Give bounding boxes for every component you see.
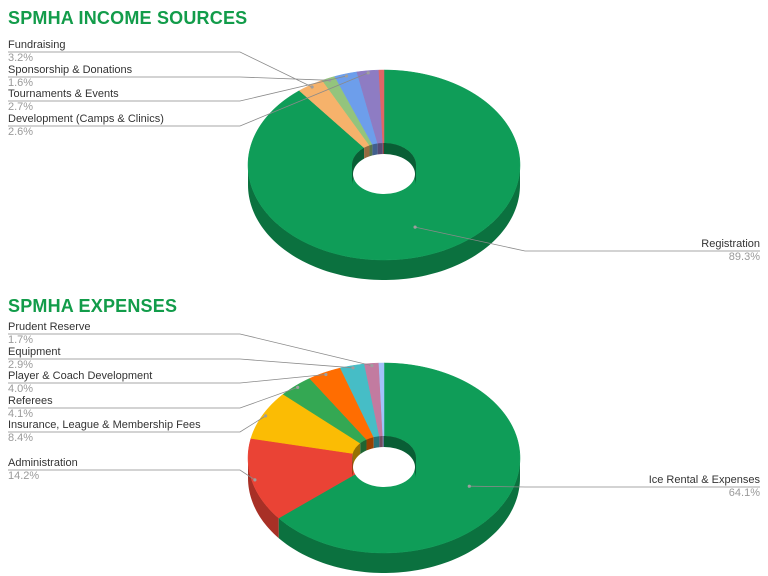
- income-leader-tournaments-events: [8, 75, 347, 102]
- income-anchor-development-camps-clinics: [366, 71, 370, 75]
- expenses-anchor-prudent-reserve: [370, 364, 374, 368]
- income-anchor-fundraising: [310, 85, 314, 89]
- income-value-sponsorship-donations: 1.6%: [8, 77, 33, 89]
- income-label-development-camps-clinics: Development (Camps & Clinics): [8, 113, 164, 125]
- expenses-leader-referees: [8, 387, 298, 409]
- expenses-wall-administration: [248, 458, 279, 539]
- income-leader-fundraising: [8, 51, 313, 88]
- income-label-registration: Registration: [701, 238, 760, 250]
- expenses-anchor-equipment: [351, 366, 355, 370]
- income-value-registration: 89.3%: [729, 251, 760, 263]
- expenses-value-referees: 4.1%: [8, 408, 33, 420]
- expenses-anchor-administration: [253, 478, 257, 482]
- income-value-fundraising: 3.2%: [8, 52, 33, 64]
- expenses-label-equipment: Equipment: [8, 346, 61, 358]
- income-value-tournaments-events: 2.7%: [8, 101, 33, 113]
- expenses-value-player-coach-development: 4.0%: [8, 383, 33, 395]
- expenses-leader-ice-rental-expenses: [469, 485, 760, 488]
- income-label-fundraising: Fundraising: [8, 39, 65, 51]
- income-leader-registration: [415, 226, 760, 252]
- income-chart-title: SPMHA INCOME SOURCES: [8, 8, 248, 28]
- expenses-chart: SPMHA EXPENSES Ice Rental & Expenses 64.1…: [0, 288, 768, 576]
- expenses-leader-equipment: [8, 358, 354, 369]
- income-side-walls: [248, 165, 520, 280]
- income-value-development-camps-clinics: 2.6%: [8, 126, 33, 138]
- income-leader-development-camps-clinics: [8, 72, 369, 127]
- income-label-sponsorship-donations: Sponsorship & Donations: [8, 64, 133, 76]
- expenses-leader-insurance-league-membership-fees: [8, 415, 266, 433]
- expenses-hole-opening: [353, 447, 415, 487]
- income-anchor-tournaments-events: [344, 74, 349, 78]
- income-wall-registration: [248, 165, 520, 280]
- expenses-value-ice-rental-expenses: 64.1%: [729, 487, 760, 499]
- income-chart: SPMHA INCOME SOURCES Registration 89.3% Fu…: [8, 8, 760, 280]
- expenses-label-insurance-league-membership-fees: Insurance, League & Membership Fees: [8, 419, 201, 431]
- expenses-anchor-referees: [296, 385, 300, 389]
- expenses-label-ice-rental-expenses: Ice Rental & Expenses: [649, 474, 761, 486]
- expenses-slices: [247, 362, 521, 554]
- expenses-side-walls: [248, 458, 520, 573]
- expenses-anchor-insurance-league-membership-fees: [264, 414, 268, 418]
- expenses-value-administration: 14.2%: [8, 470, 39, 482]
- expenses-label-prudent-reserve: Prudent Reserve: [8, 321, 91, 333]
- expenses-label-player-coach-development: Player & Coach Development: [8, 370, 152, 382]
- expenses-hole: [352, 436, 416, 487]
- expenses-anchor-player-coach-development: [324, 372, 328, 377]
- expenses-leader-player-coach-development: [8, 374, 326, 384]
- income-hole: [352, 143, 416, 194]
- expenses-anchor-ice-rental-expenses: [467, 484, 471, 488]
- expenses-chart-title: SPMHA EXPENSES: [8, 296, 178, 316]
- income-label-tournaments-events: Tournaments & Events: [8, 88, 119, 100]
- expenses-leader-prudent-reserve: [8, 333, 372, 366]
- income-anchor-registration: [413, 225, 417, 229]
- expenses-label-administration: Administration: [8, 457, 78, 469]
- income-hole-opening: [353, 154, 415, 194]
- expenses-value-equipment: 2.9%: [8, 359, 33, 371]
- expenses-value-prudent-reserve: 1.7%: [8, 334, 33, 346]
- expenses-hole-wall-administration: [352, 453, 353, 478]
- income-leader-sponsorship-donations: [8, 76, 330, 81]
- expenses-wall-ice-rental-expenses: [278, 458, 520, 573]
- expenses-leader-administration: [8, 469, 256, 481]
- expenses-value-insurance-league-membership-fees: 8.4%: [8, 432, 33, 444]
- expenses-label-referees: Referees: [8, 395, 53, 407]
